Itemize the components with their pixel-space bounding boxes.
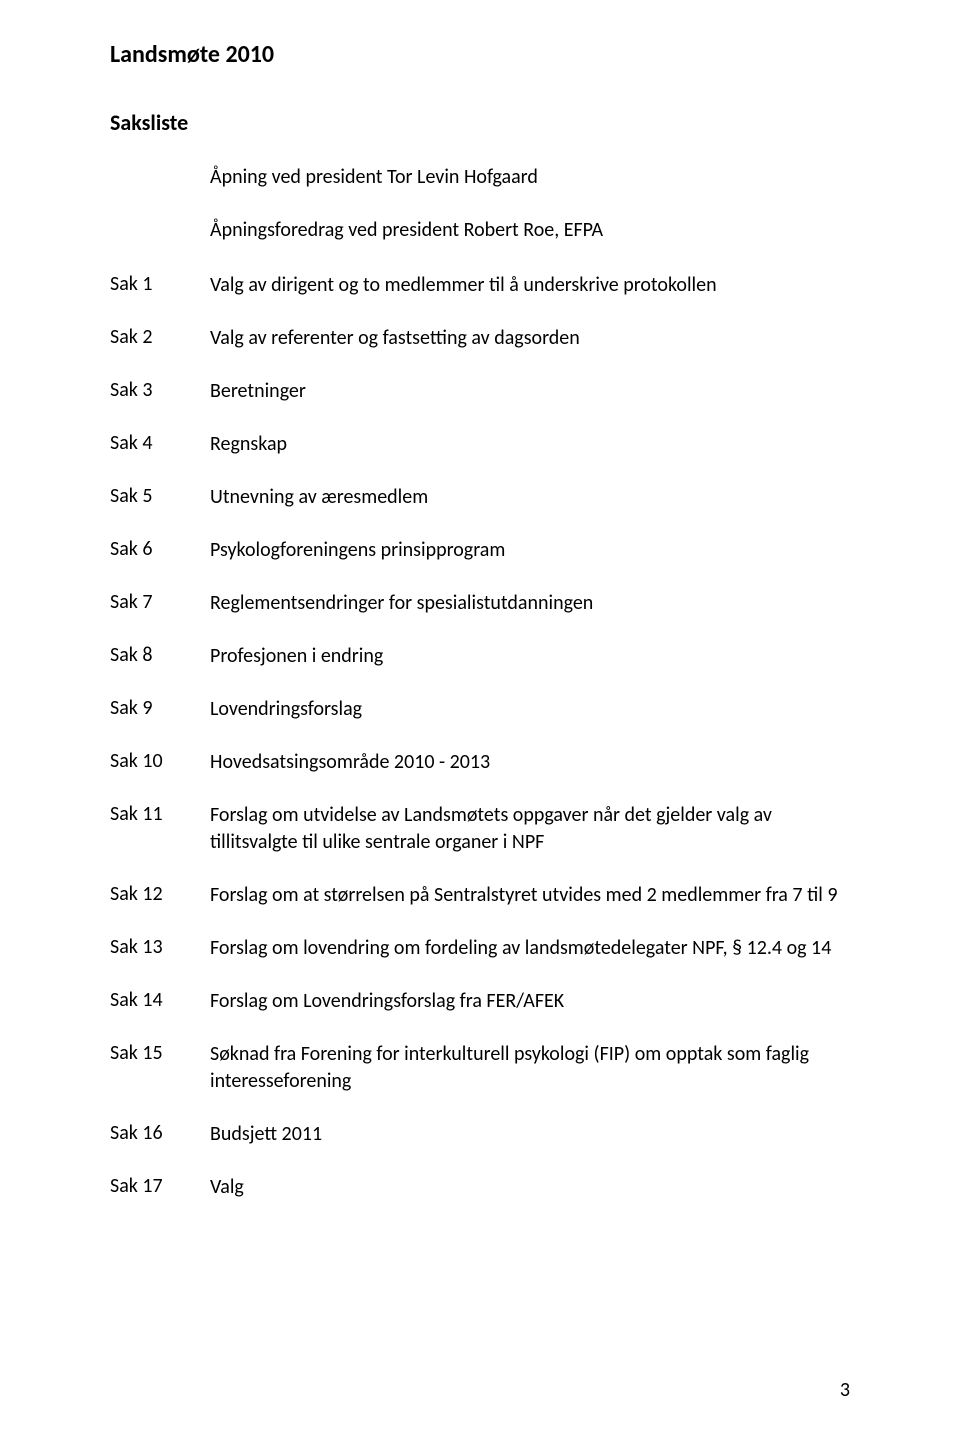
list-item: Sak 12 Forslag om at størrelsen på Sentr… — [110, 882, 850, 909]
item-text: Lovendringsforslag — [210, 696, 850, 723]
item-label: Sak 13 — [110, 935, 210, 962]
list-item: Sak 3 Beretninger — [110, 378, 850, 405]
list-item: Sak 16 Budsjett 2011 — [110, 1121, 850, 1148]
list-item: Sak 7 Reglementsendringer for spesialist… — [110, 590, 850, 617]
item-label: Sak 3 — [110, 378, 210, 405]
item-label: Sak 5 — [110, 484, 210, 511]
item-label: Sak 14 — [110, 988, 210, 1015]
item-text: Søknad fra Forening for interkulturell p… — [210, 1041, 850, 1095]
intro-block: Åpning ved president Tor Levin Hofgaard … — [210, 164, 850, 244]
item-label: Sak 4 — [110, 431, 210, 458]
list-item: Sak 14 Forslag om Lovendringsforslag fra… — [110, 988, 850, 1015]
page-title: Landsmøte 2010 — [110, 40, 850, 69]
item-text: Forslag om Lovendringsforslag fra FER/AF… — [210, 988, 850, 1015]
item-text: Budsjett 2011 — [210, 1121, 850, 1148]
item-text: Profesjonen i endring — [210, 643, 850, 670]
item-text: Forslag om at størrelsen på Sentralstyre… — [210, 882, 850, 909]
list-item: Sak 13 Forslag om lovendring om fordelin… — [110, 935, 850, 962]
item-text: Regnskap — [210, 431, 850, 458]
item-label: Sak 11 — [110, 802, 210, 856]
list-item: Sak 2 Valg av referenter og fastsetting … — [110, 325, 850, 352]
list-item: Sak 4 Regnskap — [110, 431, 850, 458]
list-item: Sak 8 Profesjonen i endring — [110, 643, 850, 670]
item-label: Sak 10 — [110, 749, 210, 776]
section-heading: Saksliste — [110, 109, 850, 136]
item-text: Valg av dirigent og to medlemmer til å u… — [210, 272, 850, 299]
list-item: Sak 17 Valg — [110, 1174, 850, 1201]
item-label: Sak 16 — [110, 1121, 210, 1148]
item-label: Sak 8 — [110, 643, 210, 670]
agenda-list: Sak 1 Valg av dirigent og to medlemmer t… — [110, 272, 850, 1201]
list-item: Sak 15 Søknad fra Forening for interkult… — [110, 1041, 850, 1095]
page-number: 3 — [840, 1378, 850, 1402]
item-text: Reglementsendringer for spesialistutdann… — [210, 590, 850, 617]
item-text: Psykologforeningens prinsipprogram — [210, 537, 850, 564]
intro-line: Åpning ved president Tor Levin Hofgaard — [210, 164, 850, 191]
item-label: Sak 9 — [110, 696, 210, 723]
list-item: Sak 10 Hovedsatsingsområde 2010 - 2013 — [110, 749, 850, 776]
item-text: Valg av referenter og fastsetting av dag… — [210, 325, 850, 352]
list-item: Sak 11 Forslag om utvidelse av Landsmøte… — [110, 802, 850, 856]
item-label: Sak 7 — [110, 590, 210, 617]
item-label: Sak 2 — [110, 325, 210, 352]
intro-line: Åpningsforedrag ved president Robert Roe… — [210, 217, 850, 244]
item-text: Valg — [210, 1174, 850, 1201]
item-text: Beretninger — [210, 378, 850, 405]
list-item: Sak 1 Valg av dirigent og to medlemmer t… — [110, 272, 850, 299]
list-item: Sak 6 Psykologforeningens prinsipprogram — [110, 537, 850, 564]
item-label: Sak 6 — [110, 537, 210, 564]
item-text: Hovedsatsingsområde 2010 - 2013 — [210, 749, 850, 776]
item-label: Sak 1 — [110, 272, 210, 299]
list-item: Sak 9 Lovendringsforslag — [110, 696, 850, 723]
item-text: Forslag om utvidelse av Landsmøtets oppg… — [210, 802, 850, 856]
item-text: Utnevning av æresmedlem — [210, 484, 850, 511]
item-label: Sak 12 — [110, 882, 210, 909]
item-label: Sak 15 — [110, 1041, 210, 1095]
list-item: Sak 5 Utnevning av æresmedlem — [110, 484, 850, 511]
item-text: Forslag om lovendring om fordeling av la… — [210, 935, 850, 962]
item-label: Sak 17 — [110, 1174, 210, 1201]
